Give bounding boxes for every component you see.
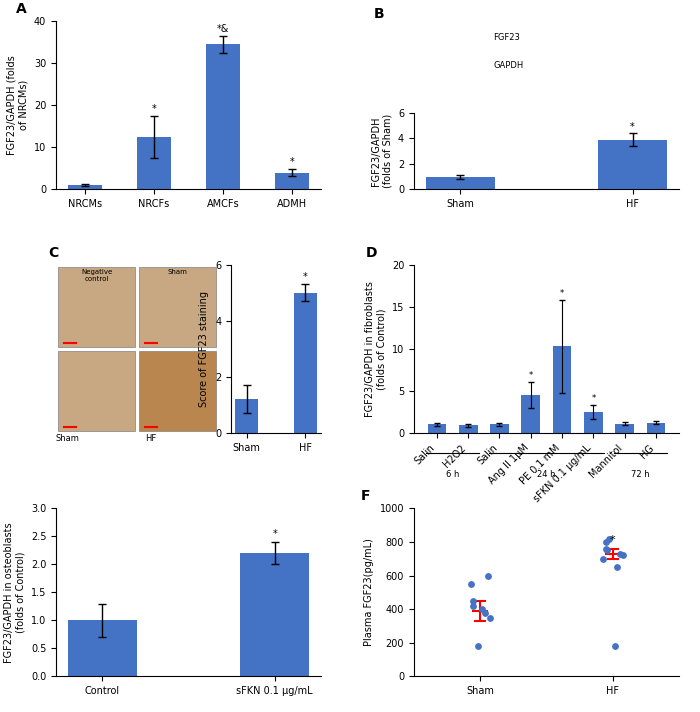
Y-axis label: FGF23/GAPDH (folds
of NRCMs): FGF23/GAPDH (folds of NRCMs)	[7, 56, 28, 155]
Text: GAPDH: GAPDH	[494, 61, 524, 70]
Y-axis label: Plasma FGF23(pg/mL): Plasma FGF23(pg/mL)	[364, 538, 374, 646]
Point	[468, 600, 479, 612]
Text: Sham: Sham	[56, 434, 80, 444]
Bar	[58, 351, 135, 431]
Bar	[235, 399, 258, 433]
Bar	[553, 346, 571, 433]
Text: B: B	[374, 7, 385, 21]
Text: Sham: Sham	[168, 269, 188, 275]
Bar	[68, 620, 137, 676]
Text: *: *	[303, 272, 308, 282]
Point	[617, 550, 629, 561]
Bar	[139, 267, 216, 347]
Bar	[137, 137, 172, 189]
Text: *: *	[630, 122, 635, 132]
Text: HF: HF	[597, 19, 610, 28]
Bar	[139, 351, 216, 431]
Bar	[458, 425, 477, 433]
Text: *: *	[528, 371, 533, 380]
Text: *: *	[592, 394, 596, 402]
Bar	[615, 424, 634, 433]
Point	[466, 578, 477, 590]
FancyBboxPatch shape	[573, 61, 599, 70]
Text: F: F	[361, 489, 370, 503]
Bar	[293, 293, 317, 433]
Text: 6 h: 6 h	[446, 470, 459, 478]
Point	[468, 595, 479, 607]
FancyBboxPatch shape	[467, 61, 494, 70]
Bar	[598, 140, 667, 189]
Text: A: A	[16, 2, 27, 16]
Bar	[522, 395, 540, 433]
Y-axis label: FGF23/GAPDH in osteoblasts
(folds of Control): FGF23/GAPDH in osteoblasts (folds of Con…	[4, 522, 25, 663]
Point	[609, 641, 620, 652]
Bar	[206, 44, 240, 189]
FancyBboxPatch shape	[608, 33, 634, 42]
Text: *: *	[610, 535, 615, 545]
Point	[612, 562, 623, 573]
Bar	[274, 172, 309, 189]
FancyBboxPatch shape	[501, 61, 528, 70]
Text: HF: HF	[146, 434, 157, 444]
Text: 24 h: 24 h	[537, 470, 556, 478]
Text: Sham: Sham	[484, 19, 511, 28]
Bar	[426, 177, 495, 189]
FancyBboxPatch shape	[467, 33, 494, 42]
Bar	[584, 412, 603, 433]
Point	[477, 604, 488, 615]
Text: C: C	[48, 246, 58, 259]
Point	[601, 543, 612, 555]
Point	[614, 548, 625, 560]
Point	[603, 533, 614, 545]
FancyBboxPatch shape	[501, 33, 528, 42]
Point	[597, 553, 608, 565]
Bar	[240, 553, 309, 676]
Text: Negative
control: Negative control	[81, 269, 112, 282]
Y-axis label: FGF23/GAPDH in fibroblasts
(folds of Control): FGF23/GAPDH in fibroblasts (folds of Con…	[365, 281, 386, 417]
Text: D: D	[366, 246, 378, 259]
Text: FGF23: FGF23	[494, 33, 520, 42]
Point	[601, 545, 612, 556]
Text: *: *	[560, 288, 564, 298]
FancyBboxPatch shape	[608, 61, 634, 70]
Point	[480, 607, 491, 618]
Bar	[428, 424, 447, 433]
Point	[482, 570, 493, 581]
Bar	[58, 267, 135, 347]
Text: *&: *&	[217, 24, 229, 34]
FancyBboxPatch shape	[573, 33, 599, 42]
Bar	[647, 423, 666, 433]
Bar	[68, 185, 102, 189]
Y-axis label: FGF23/GAPDH
(folds of Sham): FGF23/GAPDH (folds of Sham)	[371, 114, 393, 188]
Text: *: *	[272, 529, 277, 539]
Text: *: *	[152, 104, 157, 114]
Point	[484, 612, 496, 623]
Text: 72 h: 72 h	[631, 470, 650, 478]
Bar	[490, 424, 509, 433]
Y-axis label: Score of FGF23 staining: Score of FGF23 staining	[199, 291, 209, 407]
Point	[472, 641, 483, 652]
Text: *: *	[290, 157, 294, 167]
Point	[601, 536, 612, 548]
